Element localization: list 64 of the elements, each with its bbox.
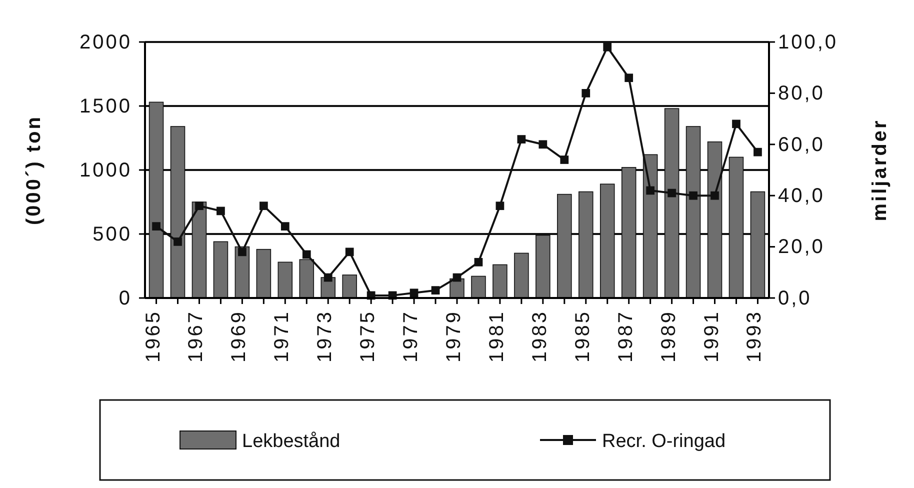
bar: [514, 252, 529, 298]
x-tick-label: 1989: [658, 310, 680, 362]
point: [280, 222, 290, 231]
y-tick-label: 500: [92, 223, 132, 246]
legend-label: Recr. O-ringad: [602, 431, 726, 452]
y2-tick-label: 20,0: [778, 236, 825, 258]
bar: [342, 274, 357, 298]
point: [496, 202, 504, 210]
point: [324, 273, 332, 282]
bar: [278, 262, 293, 298]
point: [174, 237, 182, 246]
y-tick-label: 1000: [80, 159, 132, 182]
point: [538, 140, 548, 149]
x-tick-label: 1987: [614, 310, 637, 362]
point: [216, 206, 225, 216]
bar: [471, 276, 486, 298]
y2-tick-label: 80,0: [778, 82, 825, 105]
point: [452, 273, 462, 282]
legend-label: Lekbestånd: [242, 431, 340, 452]
bar: [492, 264, 508, 298]
y-tick-label: 2000: [80, 31, 132, 54]
point: [624, 74, 634, 82]
x-tick-label: 1979: [443, 310, 465, 362]
y2-tick-label: 60,0: [778, 134, 825, 156]
point: [754, 148, 762, 156]
y2-axis-title: miljarder: [869, 118, 891, 222]
point: [345, 248, 354, 256]
x-tick-label: 1991: [700, 310, 723, 362]
x-tick-label: 1967: [185, 310, 208, 362]
y2-tick-label: 0,0: [778, 287, 812, 310]
y-axis-title: (000´) ton: [23, 115, 45, 225]
x-tick-label: 1977: [400, 310, 422, 362]
x-tick-label: 1993: [744, 310, 766, 362]
point: [603, 42, 612, 52]
x-tick-label: 1969: [228, 310, 250, 362]
bar: [213, 241, 228, 298]
point: [259, 202, 268, 210]
point: [431, 286, 440, 295]
x-tick-label: 1975: [357, 310, 380, 362]
bar: [256, 248, 272, 298]
point: [646, 186, 655, 195]
x-tick-label: 1971: [271, 310, 294, 362]
y-tick-label: 1500: [80, 95, 132, 118]
point: [582, 89, 590, 98]
x-tick-label: 1983: [528, 310, 551, 362]
point: [560, 156, 569, 164]
x-tick-label: 1981: [486, 310, 508, 362]
y2-tick-label: 40,0: [778, 185, 825, 207]
point: [152, 222, 160, 231]
point: [238, 248, 246, 256]
point: [732, 120, 740, 128]
y-tick-label: 0: [118, 287, 132, 310]
point: [668, 188, 676, 198]
point: [474, 258, 483, 266]
x-tick-label: 1973: [314, 310, 336, 362]
point: [710, 191, 719, 200]
point: [195, 202, 204, 210]
x-tick-label: 1965: [142, 310, 164, 362]
point: [410, 288, 418, 298]
y2-tick-label: 100,0: [778, 31, 838, 54]
point: [517, 135, 526, 144]
point: [689, 191, 698, 200]
point: [302, 250, 311, 259]
x-tick-label: 1985: [572, 310, 594, 362]
